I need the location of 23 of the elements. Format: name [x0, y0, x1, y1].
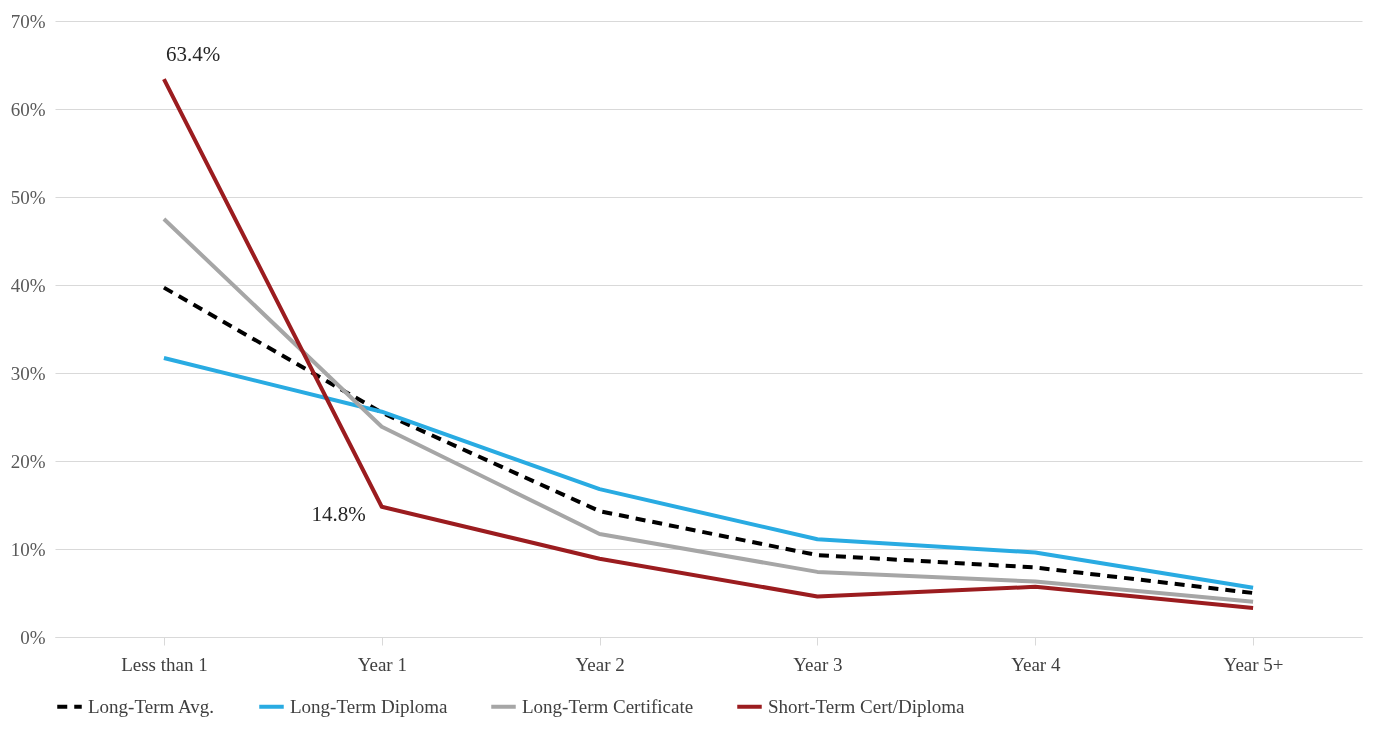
y-tick-label: 70% [10, 10, 46, 32]
x-tick-label: Year 5+ [1223, 653, 1284, 675]
legend-label: Long-Term Diploma [290, 695, 449, 717]
x-tick-label: Less than 1 [121, 653, 208, 675]
x-tick-label: Year 1 [357, 653, 407, 675]
y-tick-label: 50% [10, 186, 46, 208]
y-tick-label: 20% [10, 450, 46, 472]
data-label: 63.4% [165, 42, 221, 67]
y-tick-label: 60% [10, 98, 46, 120]
line-series [161, 356, 1256, 590]
y-tick-label: 0% [20, 626, 46, 648]
line-series [161, 77, 1256, 610]
y-tick-label: 40% [10, 274, 46, 296]
y-tick-label: 10% [10, 538, 46, 560]
x-tick-label: Year 3 [793, 653, 843, 675]
data-label: 14.8% [311, 501, 366, 526]
x-tick-label: Year 4 [1011, 653, 1061, 675]
legend-label: Long-Term Avg. [88, 695, 215, 717]
legend-label: Long-Term Certificate [522, 695, 694, 717]
line-series [161, 217, 1256, 604]
y-tick-label: 30% [10, 362, 46, 384]
legend-label: Short-Term Cert/Diploma [768, 695, 966, 717]
x-tick-label: Year 2 [575, 653, 625, 675]
